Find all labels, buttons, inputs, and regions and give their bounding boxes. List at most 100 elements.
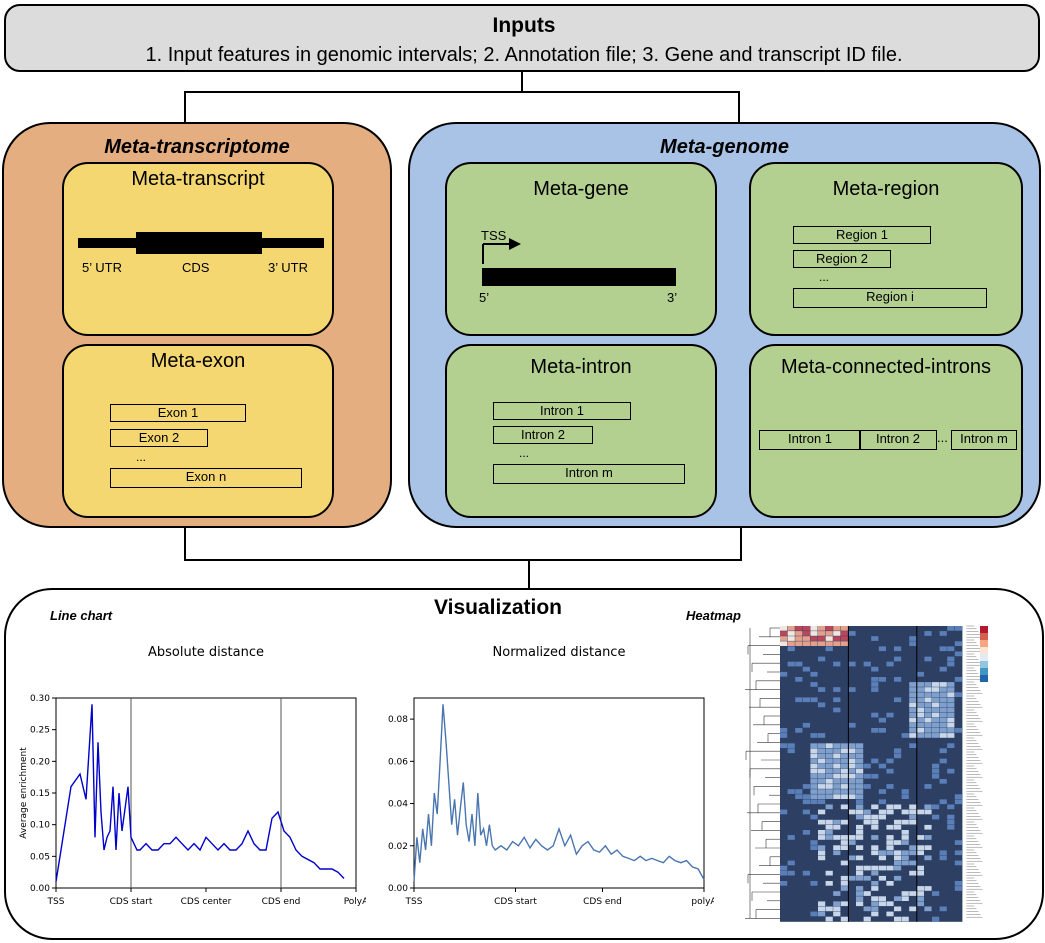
heatmap-cell — [871, 865, 879, 871]
heatmap-cell — [780, 865, 788, 871]
heatmap-cell — [954, 677, 962, 682]
heatmap-cell — [932, 773, 940, 779]
heatmap-cell — [916, 671, 924, 677]
heatmap-cell — [886, 824, 894, 830]
heatmap-cell — [901, 916, 909, 922]
heatmap-cell — [780, 809, 788, 815]
exon-item: Exon n — [110, 468, 302, 488]
heatmap-cell — [939, 728, 947, 733]
region-item: Region i — [793, 288, 987, 308]
heatmap-cell — [878, 875, 886, 881]
heatmap-cell — [901, 809, 909, 815]
heatmap-cell — [894, 896, 902, 901]
heatmap-cell — [947, 661, 955, 667]
heatmap-cell — [840, 789, 848, 794]
heatmap-cell — [810, 733, 818, 738]
heatmap-cell — [856, 870, 864, 876]
heatmap-cell — [909, 687, 917, 692]
heatmap-cell — [780, 733, 788, 738]
heatmap-cell — [787, 661, 795, 667]
heatmap-cell — [947, 743, 955, 748]
x-tick-label: PolyA — [344, 897, 366, 907]
colorbar-segment — [980, 668, 988, 675]
heatmap-cell — [954, 886, 962, 891]
connector — [738, 91, 740, 123]
heatmap-cell — [833, 819, 841, 825]
heatmap-cell — [886, 865, 894, 871]
heatmap-cell — [787, 631, 795, 636]
plot-frame — [413, 697, 705, 889]
heatmap-cell — [818, 779, 826, 784]
heatmap-cell — [909, 707, 917, 713]
heatmap-cell — [818, 911, 826, 917]
heatmap-cell — [840, 901, 848, 907]
heatmap-cell — [833, 850, 841, 856]
heatmap-cell — [947, 656, 955, 662]
heatmap-cell — [780, 870, 788, 876]
heatmap-cell — [825, 626, 833, 631]
heatmap-cell — [947, 682, 955, 687]
heatmap-cell — [840, 845, 848, 850]
heatmap-cell — [848, 855, 856, 861]
heatmap-cell — [833, 911, 841, 917]
tss-label: TSS — [481, 228, 507, 243]
heatmap-cell — [802, 697, 810, 703]
heatmap-cell — [848, 661, 856, 667]
heatmap-cell — [909, 733, 917, 738]
heatmap-cell — [863, 906, 871, 912]
heatmap-cell — [932, 717, 940, 723]
heatmap-cell — [802, 636, 810, 641]
heatmap-cell — [802, 870, 810, 876]
heatmap-cell — [780, 728, 788, 733]
heatmap-cell — [856, 753, 864, 759]
heatmap-cell — [886, 911, 894, 917]
heatmap-cell — [954, 840, 962, 845]
heatmap-cell — [840, 768, 848, 774]
heatmap-cell — [886, 712, 894, 718]
heatmap-cell — [871, 712, 879, 718]
heatmap-cell — [878, 896, 886, 901]
heatmap-cell — [886, 840, 894, 845]
heatmap-cell — [825, 779, 833, 784]
gene-bar — [482, 268, 676, 286]
heatmap-cell — [947, 646, 955, 652]
meta-exon-panel: Meta-exon Exon 1 Exon 2 ... Exon n — [62, 344, 334, 518]
heatmap-cell — [810, 636, 818, 641]
heatmap-cell — [916, 891, 924, 896]
heatmap-cell — [840, 819, 848, 825]
heatmap-cell — [939, 712, 947, 718]
heatmap-cell — [871, 886, 879, 891]
heatmap-cell — [909, 809, 917, 815]
heatmap-cell — [932, 697, 940, 703]
x-tick-label: CDS end — [262, 897, 301, 907]
heatmap-cell — [886, 835, 894, 840]
heatmap-cell — [924, 835, 932, 840]
heatmap-cell — [810, 784, 818, 789]
intron-item: Intron 2 — [493, 426, 593, 444]
heatmap-cell — [856, 835, 864, 840]
heatmap-cell — [901, 733, 909, 738]
heatmap-cell — [818, 835, 826, 840]
y-tick-label: 0.15 — [30, 789, 50, 799]
heatmap-cell — [886, 784, 894, 789]
heatmap-cell — [924, 728, 932, 733]
heatmap-cell — [818, 748, 826, 754]
heatmap-cell — [833, 626, 841, 631]
y-axis-label: Average enrichment — [19, 747, 29, 839]
heatmap-cell — [924, 702, 932, 708]
connector — [184, 91, 740, 93]
heatmap-cell — [833, 661, 841, 667]
heatmap-cell — [840, 784, 848, 789]
heatmap-cell — [947, 722, 955, 728]
heatmap-cell — [825, 763, 833, 769]
heatmap-cell — [894, 656, 902, 662]
heatmap-cell — [909, 636, 917, 641]
y-tick-label: 0.06 — [388, 757, 408, 767]
y-tick-label: 0.25 — [30, 726, 50, 736]
heatmap-cell — [802, 784, 810, 789]
heatmap-cell — [818, 773, 826, 779]
heatmap-cell — [856, 794, 864, 799]
meta-region-title: Meta-region — [832, 178, 940, 200]
heatmap-cell — [787, 626, 795, 631]
heatmap-cell — [939, 799, 947, 805]
